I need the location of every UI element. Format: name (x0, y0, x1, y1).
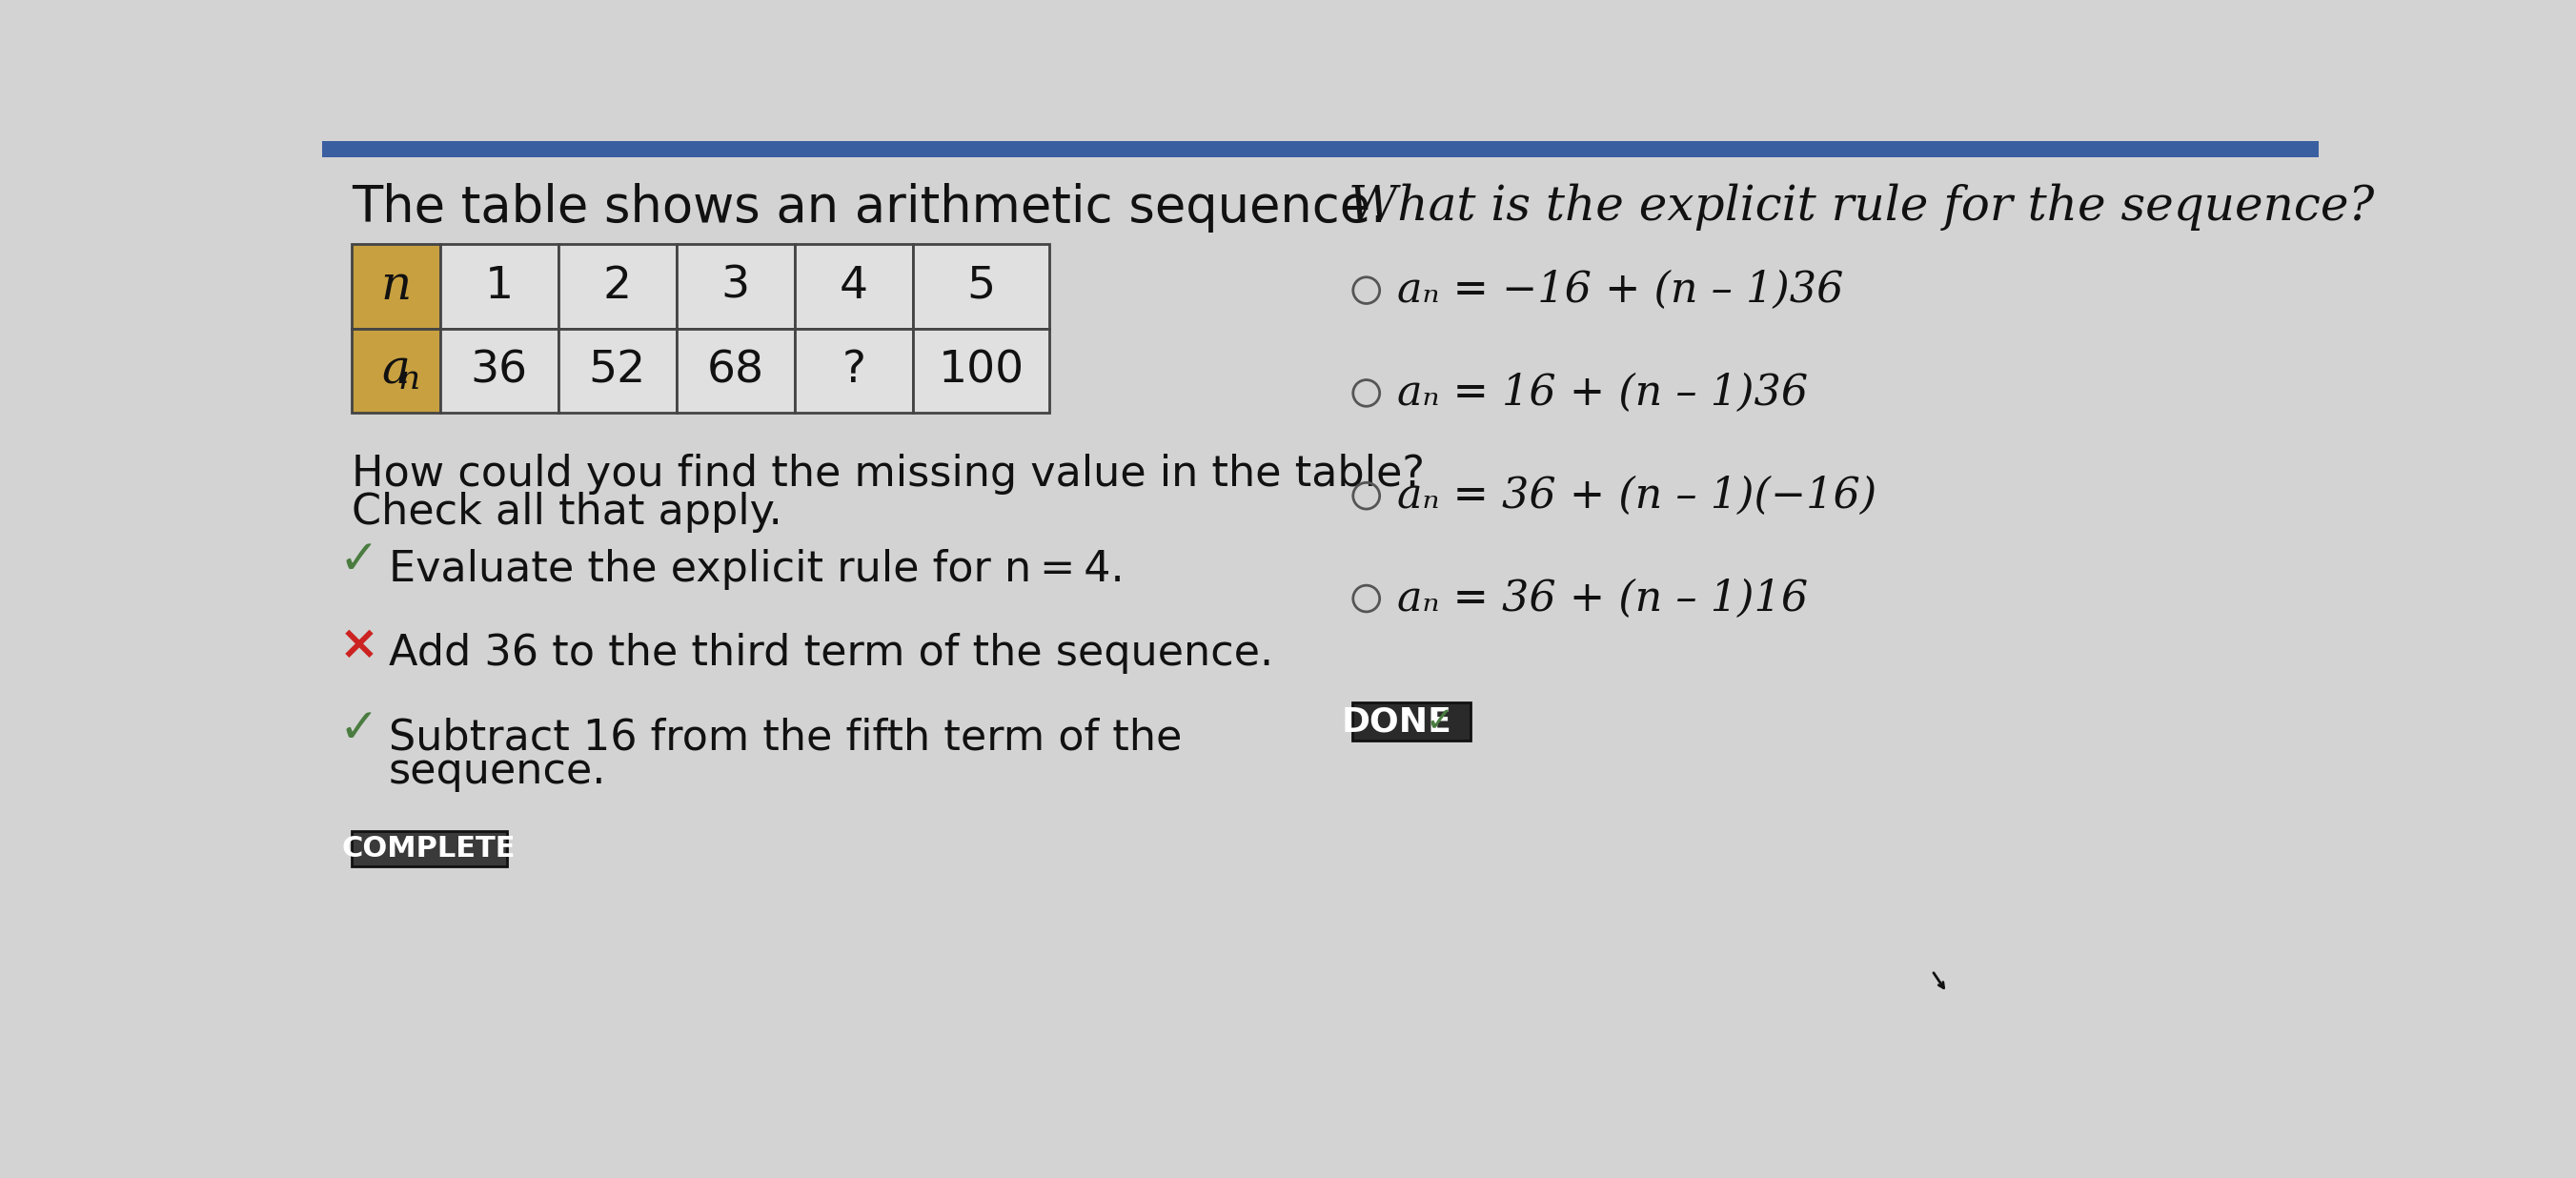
Text: 1: 1 (484, 265, 513, 307)
Text: 36: 36 (471, 349, 528, 392)
FancyBboxPatch shape (912, 244, 1048, 329)
Text: 2: 2 (603, 265, 631, 307)
FancyBboxPatch shape (677, 329, 793, 413)
Text: 100: 100 (938, 349, 1025, 392)
Text: Subtract 16 from the fifth term of the: Subtract 16 from the fifth term of the (389, 717, 1182, 759)
Text: Evaluate the explicit rule for n = 4.: Evaluate the explicit rule for n = 4. (389, 549, 1123, 590)
Text: How could you find the missing value in the table?: How could you find the missing value in … (350, 454, 1425, 495)
Text: sequence.: sequence. (389, 752, 605, 792)
FancyBboxPatch shape (350, 244, 440, 329)
FancyBboxPatch shape (677, 244, 793, 329)
Text: Check all that apply.: Check all that apply. (350, 491, 783, 532)
Text: 3: 3 (721, 265, 750, 307)
Text: aₙ = −16 + (n – 1)36: aₙ = −16 + (n – 1)36 (1396, 270, 1844, 311)
Text: ×: × (340, 622, 379, 668)
Text: ?: ? (842, 349, 866, 392)
Text: DONE: DONE (1342, 706, 1453, 739)
FancyBboxPatch shape (793, 329, 912, 413)
FancyBboxPatch shape (440, 244, 559, 329)
FancyBboxPatch shape (912, 329, 1048, 413)
FancyBboxPatch shape (350, 329, 440, 413)
Text: aₙ = 36 + (n – 1)(−16): aₙ = 36 + (n – 1)(−16) (1396, 475, 1875, 516)
Text: a: a (381, 348, 410, 395)
Text: ✓: ✓ (340, 707, 379, 752)
Text: ✓: ✓ (340, 537, 379, 583)
Text: n: n (381, 263, 412, 310)
FancyBboxPatch shape (322, 141, 2318, 158)
FancyBboxPatch shape (350, 832, 507, 867)
Text: 4: 4 (840, 265, 868, 307)
FancyBboxPatch shape (559, 329, 677, 413)
Text: The table shows an arithmetic sequence.: The table shows an arithmetic sequence. (350, 183, 1386, 232)
Text: aₙ = 16 + (n – 1)36: aₙ = 16 + (n – 1)36 (1396, 372, 1808, 413)
Text: 68: 68 (706, 349, 765, 392)
Text: 5: 5 (966, 265, 994, 307)
FancyBboxPatch shape (793, 244, 912, 329)
FancyBboxPatch shape (440, 329, 559, 413)
Text: aₙ = 36 + (n – 1)16: aₙ = 36 + (n – 1)16 (1396, 578, 1808, 620)
Text: What is the explicit rule for the sequence?: What is the explicit rule for the sequen… (1350, 184, 2375, 231)
Text: COMPLETE: COMPLETE (343, 835, 515, 862)
FancyBboxPatch shape (559, 244, 677, 329)
Text: n: n (399, 363, 420, 396)
Text: ✓: ✓ (1425, 706, 1453, 739)
Text: Add 36 to the third term of the sequence.: Add 36 to the third term of the sequence… (389, 633, 1273, 674)
Text: 52: 52 (590, 349, 647, 392)
FancyBboxPatch shape (1352, 703, 1471, 741)
